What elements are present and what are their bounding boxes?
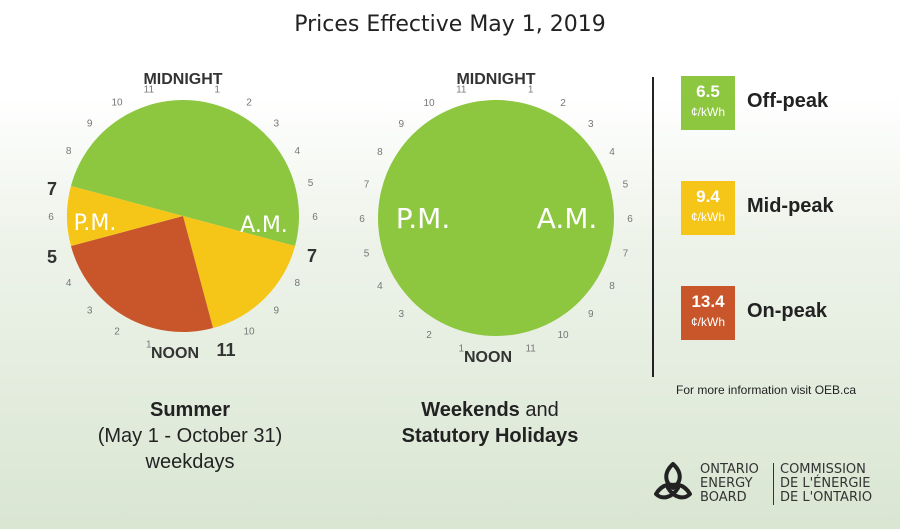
- hour-tick: 10: [557, 330, 569, 341]
- legend-divider: [652, 77, 654, 377]
- noon-label: NOON: [151, 345, 199, 362]
- summer-caption: Summer (May 1 - October 31) weekdays: [60, 397, 320, 475]
- boundary-left-7: 7: [47, 179, 57, 199]
- hour-tick: 1: [528, 85, 534, 96]
- hour-tick: 3: [398, 309, 404, 320]
- hour-tick: 2: [560, 98, 566, 109]
- weekend-holidays: Statutory Holidays: [401, 425, 579, 447]
- weekend-clock: 11 123456789101112345678910MIDNIGHTNOONP.…: [359, 71, 633, 366]
- hour-tick: 4: [377, 281, 383, 292]
- hour-tick: 8: [66, 146, 72, 157]
- more-info-link[interactable]: For more information visit OEB.ca: [676, 383, 857, 397]
- off-peak-price: 6.5: [696, 82, 720, 101]
- hour-tick: 6: [359, 214, 365, 225]
- hour-tick: 6: [312, 212, 318, 223]
- logo-en-line1: ONTARIO: [700, 462, 759, 477]
- hour-tick: 4: [66, 278, 72, 289]
- am-label: A.M.: [240, 213, 288, 238]
- oeb-logo-icon: [654, 462, 692, 500]
- boundary-left-5: 5: [47, 247, 57, 267]
- hour-tick: 1: [459, 343, 465, 354]
- hour-tick: 4: [295, 146, 301, 157]
- logo-fr-line3: DE L'ONTARIO: [780, 490, 873, 505]
- hour-tick: 10: [243, 326, 255, 337]
- midnight-label: MIDNIGHT: [456, 71, 535, 88]
- hour-tick: 6: [627, 214, 633, 225]
- weekend-title: Weekends: [421, 399, 520, 421]
- page-title: Prices Effective May 1, 2019: [294, 12, 606, 37]
- noon-label: NOON: [464, 349, 512, 366]
- oeb-logo: ONTARIO ENERGY BOARD COMMISSION DE L'ÉNE…: [650, 455, 890, 515]
- on-peak-swatch: 13.4 ¢/kWh: [681, 286, 735, 340]
- segment-mid-peak: [67, 185, 183, 247]
- pm-label: P.M.: [396, 202, 450, 235]
- mid-peak-label: Mid-peak: [747, 195, 834, 217]
- logo-en-line2: ENERGY: [700, 476, 753, 491]
- off-peak-swatch: 6.5 ¢/kWh: [681, 76, 735, 130]
- off-peak-unit: ¢/kWh: [690, 105, 725, 119]
- segment-on-peak: [70, 216, 214, 332]
- hour-tick: 10: [423, 98, 435, 109]
- logo-divider: [773, 463, 774, 505]
- on-peak-label: On-peak: [747, 300, 828, 322]
- segment-mid-peak: [183, 216, 296, 329]
- am-label: A.M.: [537, 202, 598, 235]
- hour-tick: 2: [426, 330, 432, 341]
- hour-tick: 9: [274, 305, 280, 316]
- logo-fr-line1: COMMISSION: [780, 462, 866, 477]
- weekend-caption: Weekends and Statutory Holidays: [355, 397, 625, 449]
- hour-tick: 9: [87, 119, 93, 130]
- hour-tick: 8: [609, 281, 615, 292]
- hour-tick: 3: [588, 119, 594, 130]
- hour-tick: 1: [146, 340, 152, 351]
- legend-off-peak: 6.5 ¢/kWh Off-peak: [681, 76, 871, 140]
- hour-tick: 3: [87, 305, 93, 316]
- logo-french: COMMISSION DE L'ÉNERGIE DE L'ONTARIO: [780, 463, 872, 505]
- hour-tick: 5: [308, 178, 314, 189]
- hour-tick: 11: [456, 85, 467, 96]
- hour-tick: 9: [588, 309, 594, 320]
- hour-tick: 9: [398, 119, 404, 130]
- hour-tick: 2: [246, 98, 252, 109]
- boundary-noon-11: 11: [216, 340, 235, 360]
- on-peak-price: 13.4: [691, 292, 725, 311]
- summer-dates: (May 1 - October 31): [97, 425, 283, 447]
- hour-tick: 7: [364, 179, 370, 190]
- legend-on-peak: 13.4 ¢/kWh On-peak: [681, 286, 871, 350]
- boundary-right-7: 7: [307, 246, 317, 266]
- hour-tick: 8: [377, 147, 383, 158]
- hour-tick: 10: [111, 98, 123, 109]
- hour-tick: 1: [214, 84, 220, 95]
- segment-off-peak: [70, 100, 299, 247]
- hour-tick: 7: [623, 249, 629, 260]
- hour-tick: 2: [114, 326, 120, 337]
- mid-peak-swatch: 9.4 ¢/kWh: [681, 181, 735, 235]
- legend-mid-peak: 9.4 ¢/kWh Mid-peak: [681, 181, 871, 245]
- logo-english: ONTARIO ENERGY BOARD: [700, 463, 759, 505]
- hour-tick: 3: [274, 119, 280, 130]
- weekend-and: and: [519, 399, 559, 421]
- pm-label: P.M.: [74, 211, 117, 236]
- logo-fr-line2: DE L'ÉNERGIE: [780, 476, 871, 491]
- hour-tick: 4: [609, 147, 615, 158]
- hour-tick: 5: [623, 179, 629, 190]
- off-peak-label: Off-peak: [747, 90, 829, 112]
- segment-off-peak: [378, 100, 614, 336]
- summer-title: Summer: [149, 399, 231, 421]
- hour-tick: 8: [295, 278, 301, 289]
- logo-en-line3: BOARD: [700, 490, 747, 505]
- hour-tick: 6: [48, 212, 54, 223]
- summer-days: weekdays: [145, 451, 235, 473]
- on-peak-unit: ¢/kWh: [690, 315, 725, 329]
- hour-tick: 11: [144, 84, 155, 95]
- mid-peak-price: 9.4: [696, 187, 720, 206]
- hour-tick: 11: [525, 343, 536, 354]
- midnight-label: MIDNIGHT: [143, 71, 222, 88]
- hour-tick: 5: [364, 249, 370, 260]
- mid-peak-unit: ¢/kWh: [690, 210, 725, 224]
